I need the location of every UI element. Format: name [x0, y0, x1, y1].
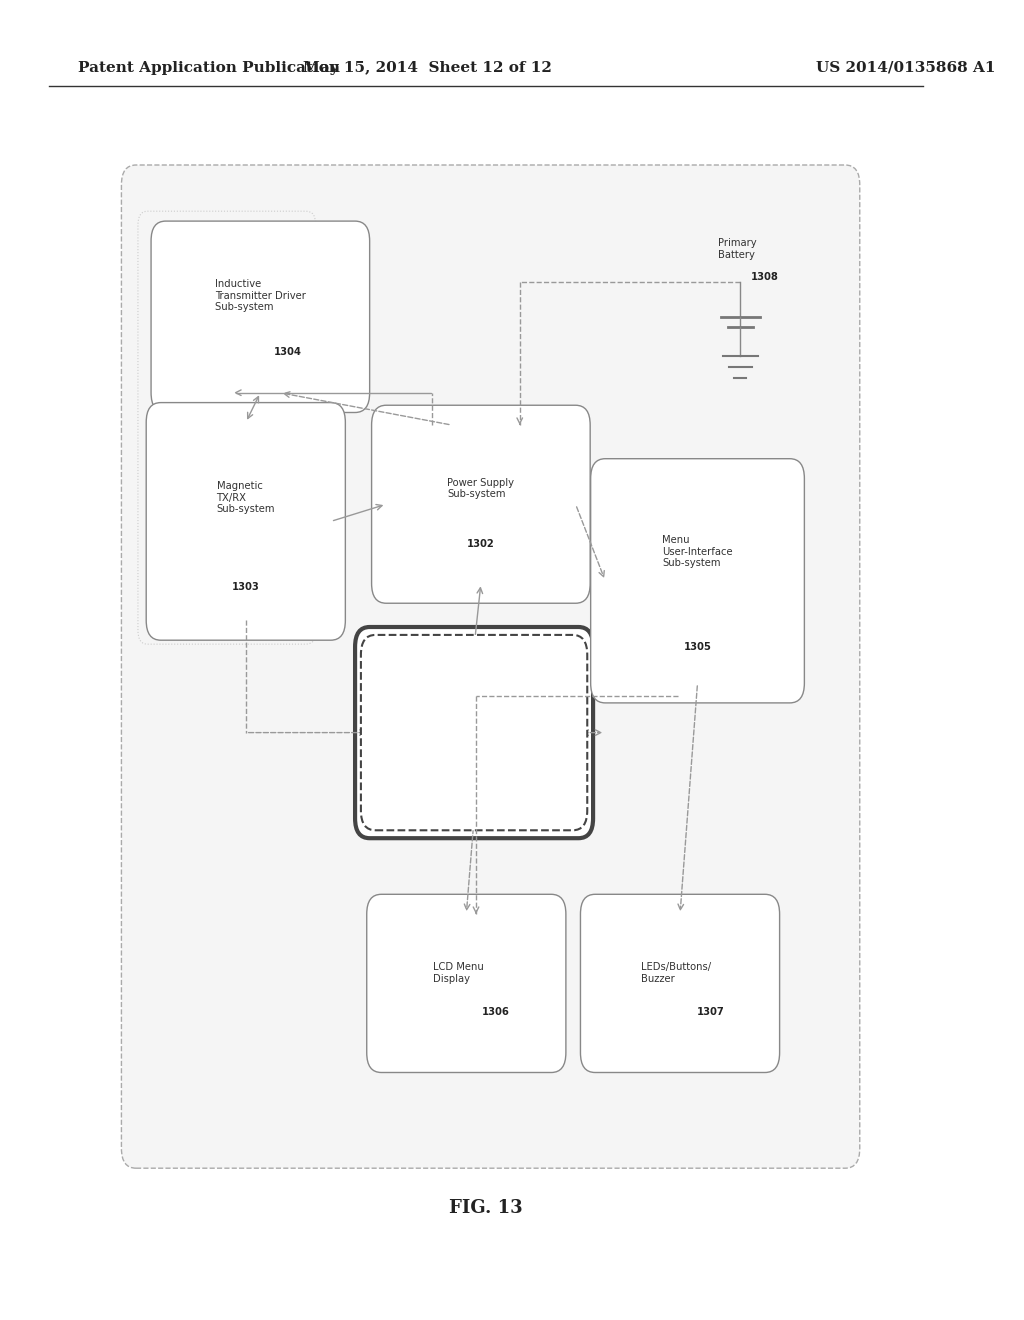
- Text: FIG. 13: FIG. 13: [449, 1199, 522, 1217]
- FancyBboxPatch shape: [122, 165, 860, 1168]
- Text: Primary
Battery: Primary Battery: [718, 239, 759, 260]
- FancyBboxPatch shape: [355, 627, 593, 838]
- Text: Power Supply
Sub-system: Power Supply Sub-system: [447, 478, 514, 499]
- Text: May 15, 2014  Sheet 12 of 12: May 15, 2014 Sheet 12 of 12: [303, 61, 552, 75]
- Text: US 2014/0135868 A1: US 2014/0135868 A1: [816, 61, 995, 75]
- Text: 1305: 1305: [684, 642, 712, 652]
- Text: Menu
User-Interface
Sub-system: Menu User-Interface Sub-system: [663, 535, 733, 569]
- Text: 1308: 1308: [751, 272, 778, 282]
- Text: LEDs/Buttons/
Buzzer: LEDs/Buttons/ Buzzer: [641, 962, 712, 983]
- FancyBboxPatch shape: [152, 220, 370, 412]
- Text: 1306: 1306: [481, 1007, 509, 1018]
- FancyBboxPatch shape: [591, 458, 805, 702]
- FancyBboxPatch shape: [367, 895, 566, 1072]
- FancyBboxPatch shape: [360, 635, 587, 830]
- Text: Patent Application Publication: Patent Application Publication: [78, 61, 340, 75]
- Text: 1302: 1302: [467, 539, 495, 549]
- Text: Magnetic
TX/RX
Sub-system: Magnetic TX/RX Sub-system: [216, 480, 275, 515]
- FancyBboxPatch shape: [146, 403, 345, 640]
- FancyBboxPatch shape: [581, 895, 779, 1072]
- Text: 1303: 1303: [231, 582, 260, 593]
- Text: Micro-Controller: Micro-Controller: [420, 713, 528, 726]
- Text: 1304: 1304: [273, 347, 301, 358]
- FancyBboxPatch shape: [372, 405, 590, 603]
- Text: Inductive
Transmitter Driver
Sub-system: Inductive Transmitter Driver Sub-system: [215, 279, 306, 313]
- Text: 1307: 1307: [697, 1007, 725, 1018]
- Text: LCD Menu
Display: LCD Menu Display: [433, 962, 484, 983]
- Text: 1301: 1301: [458, 763, 490, 776]
